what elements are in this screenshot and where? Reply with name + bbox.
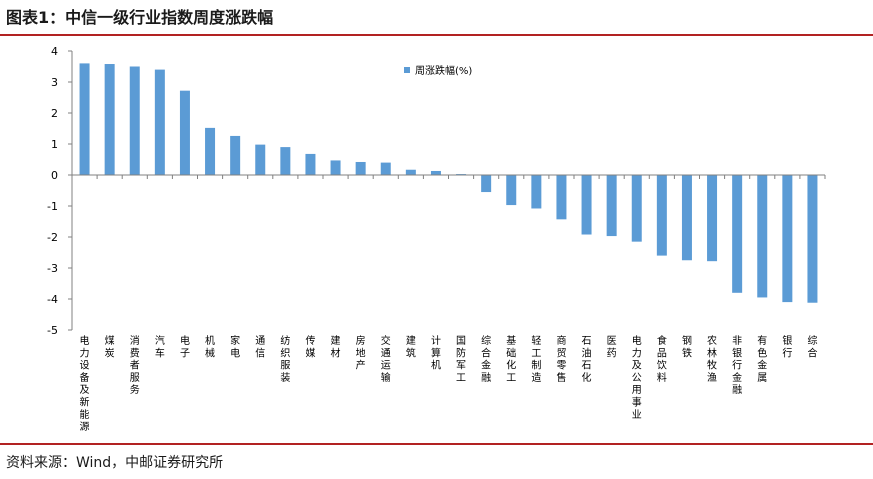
bar xyxy=(782,175,793,303)
x-tick-label: 计算机 xyxy=(431,334,441,372)
x-tick-label: 综合 xyxy=(807,334,817,359)
x-tick-label: 电力设备及新能源 xyxy=(80,334,90,433)
y-tick-label: 0 xyxy=(51,169,58,182)
y-tick-label: -4 xyxy=(47,293,58,306)
bars xyxy=(79,63,818,303)
bar xyxy=(707,175,718,262)
x-tick-label: 消费者服务 xyxy=(130,334,140,396)
bar xyxy=(129,66,140,175)
y-tick-label: 2 xyxy=(51,107,58,120)
bar xyxy=(757,175,768,298)
bar xyxy=(656,175,667,256)
x-tick-label: 纺织服装 xyxy=(280,334,290,384)
x-tick-label: 食品饮料 xyxy=(657,334,667,384)
legend: 周涨跌幅(%) xyxy=(404,64,472,77)
y-tick-label: -2 xyxy=(47,231,58,244)
x-tick-label: 机械 xyxy=(205,334,215,359)
x-tick-label: 银行 xyxy=(782,334,792,359)
x-tick-label: 家电 xyxy=(230,334,240,359)
source-note: 资料来源：Wind，中邮证券研究所 xyxy=(6,455,224,471)
x-tick-label: 轻工制造 xyxy=(531,334,541,384)
x-tick-label: 商贸零售 xyxy=(556,334,566,384)
x-tick-label: 电子 xyxy=(180,334,190,359)
bar xyxy=(807,175,818,303)
bar xyxy=(179,90,190,175)
footer-divider xyxy=(0,443,873,445)
bar xyxy=(405,169,416,175)
y-tick-label: 4 xyxy=(51,45,58,58)
bar xyxy=(531,175,542,209)
x-tick-label: 煤炭 xyxy=(105,334,115,359)
x-tick-label: 电力及公用事业 xyxy=(632,334,642,421)
x-tick-label: 传媒 xyxy=(305,335,315,359)
bar xyxy=(305,153,316,175)
x-tick-label: 交通运输 xyxy=(381,334,391,384)
x-axis xyxy=(71,174,826,179)
x-tick-label: 钢铁 xyxy=(682,334,692,359)
bar xyxy=(380,162,391,175)
x-tick-label: 通信 xyxy=(255,335,265,359)
y-tick-label: -5 xyxy=(47,324,58,337)
bar xyxy=(104,64,115,175)
bar xyxy=(154,69,165,175)
x-tick-label: 汽车 xyxy=(155,334,165,359)
y-tick-label: -1 xyxy=(47,200,58,213)
bar xyxy=(506,175,517,206)
page-title: 图表1：中信一级行业指数周度涨跌幅 xyxy=(6,8,274,27)
bar xyxy=(355,161,366,175)
x-tick-label: 非银行金融 xyxy=(732,335,742,396)
bar xyxy=(681,175,692,261)
bar xyxy=(732,175,743,293)
y-tick-label: -3 xyxy=(47,262,58,275)
x-tick-label: 基础化工 xyxy=(506,334,516,384)
bar xyxy=(79,63,90,175)
bar xyxy=(631,175,642,242)
bar xyxy=(280,147,291,175)
bar xyxy=(330,160,341,175)
bar xyxy=(556,175,567,220)
bar xyxy=(255,144,266,175)
bar xyxy=(230,135,241,175)
x-tick-label: 国防军工 xyxy=(456,335,466,384)
legend-label: 周涨跌幅(%) xyxy=(415,64,472,77)
bar xyxy=(205,127,216,175)
y-tick-label: 3 xyxy=(51,76,58,89)
x-tick-label: 农林牧渔 xyxy=(707,334,717,384)
y-axis: 4 3 2 1 0 -1 -2 -3 -4 -5 xyxy=(47,45,73,337)
bar xyxy=(481,175,492,193)
x-tick-label: 建材 xyxy=(331,334,341,359)
bar xyxy=(430,170,441,175)
x-tick-label: 医药 xyxy=(607,335,617,359)
x-tick-label: 有色金属 xyxy=(757,334,767,384)
x-tick-label: 房地产 xyxy=(356,334,366,372)
legend-swatch xyxy=(404,67,410,73)
x-tick-label: 石油石化 xyxy=(582,336,592,384)
x-tick-label: 建筑 xyxy=(406,334,416,359)
x-tick-label: 综合金融 xyxy=(481,334,491,384)
title-divider xyxy=(0,34,873,36)
bar xyxy=(606,175,617,237)
bar xyxy=(581,175,592,235)
y-tick-label: 1 xyxy=(51,138,58,151)
